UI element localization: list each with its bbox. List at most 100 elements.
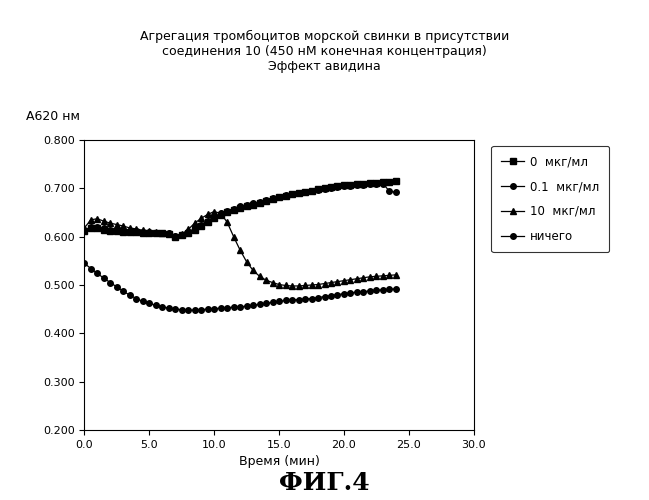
0.1  мкг/мл (282, 192, 289, 198)
0.1  мкг/мл (347, 183, 354, 189)
10  мкг/мл (139, 228, 147, 234)
0  мкг/мл (210, 216, 218, 222)
Legend: 0  мкг/мл, 0.1  мкг/мл, 10  мкг/мл, ничего: 0 мкг/мл, 0.1 мкг/мл, 10 мкг/мл, ничего (491, 146, 609, 252)
ничего (191, 307, 199, 313)
0  мкг/мл (93, 225, 101, 231)
0  мкг/мл (178, 232, 186, 238)
10  мкг/мл (106, 220, 114, 226)
ничего (321, 294, 328, 300)
10  мкг/мл (100, 218, 108, 224)
10  мкг/мл (308, 282, 315, 288)
0  мкг/мл (275, 194, 283, 200)
10  мкг/мл (373, 274, 380, 280)
ничего (152, 302, 160, 308)
10  мкг/мл (210, 208, 218, 214)
ничего (139, 298, 147, 304)
10  мкг/мл (132, 226, 140, 232)
ничего (210, 306, 218, 312)
0  мкг/мл (392, 178, 400, 184)
0  мкг/мл (106, 228, 114, 234)
0.1  мкг/мл (262, 198, 270, 203)
0.1  мкг/мл (373, 181, 380, 187)
ничего (360, 289, 367, 295)
10  мкг/мл (236, 247, 244, 253)
ничего (308, 296, 315, 302)
0.1  мкг/мл (366, 182, 374, 188)
10  мкг/мл (93, 216, 101, 222)
0  мкг/мл (295, 190, 302, 196)
10  мкг/мл (314, 282, 322, 288)
10  мкг/мл (262, 277, 270, 283)
0  мкг/мл (340, 182, 348, 188)
0.1  мкг/мл (334, 184, 341, 190)
0.1  мкг/мл (139, 229, 147, 235)
ничего (80, 260, 88, 266)
10  мкг/мл (158, 230, 166, 236)
0  мкг/мл (386, 178, 393, 184)
0  мкг/мл (230, 207, 238, 213)
10  мкг/мл (184, 226, 192, 232)
Line: 0.1  мкг/мл: 0.1 мкг/мл (82, 180, 398, 239)
10  мкг/мл (249, 268, 257, 274)
10  мкг/мл (366, 274, 374, 280)
0  мкг/мл (334, 184, 341, 190)
0  мкг/мл (353, 182, 361, 188)
ничего (93, 270, 101, 276)
10  мкг/мл (360, 275, 367, 281)
0  мкг/мл (366, 180, 374, 186)
10  мкг/мл (113, 222, 121, 228)
0.1  мкг/мл (301, 188, 309, 194)
ничего (126, 292, 134, 298)
ничего (288, 297, 296, 303)
ничего (392, 286, 400, 292)
0.1  мкг/мл (295, 190, 302, 196)
ничего (262, 300, 270, 306)
10  мкг/мл (392, 272, 400, 278)
Text: Агрегация тромбоцитов морской свинки в присутствии
соединения 10 (450 нМ конечна: Агрегация тромбоцитов морской свинки в п… (140, 30, 509, 73)
0.1  мкг/мл (269, 196, 276, 202)
ничего (184, 307, 192, 313)
0.1  мкг/мл (132, 228, 140, 234)
0  мкг/мл (223, 210, 231, 216)
ничего (223, 304, 231, 310)
ничего (236, 304, 244, 310)
10  мкг/мл (191, 220, 199, 226)
0  мкг/мл (217, 212, 225, 218)
ничего (379, 287, 387, 293)
0.1  мкг/мл (178, 232, 186, 237)
Line: 10  мкг/мл: 10 мкг/мл (82, 209, 398, 288)
0  мкг/мл (152, 230, 160, 236)
0  мкг/мл (236, 204, 244, 210)
0  мкг/мл (379, 179, 387, 185)
ничего (327, 292, 335, 298)
0.1  мкг/мл (379, 180, 387, 186)
ничего (295, 296, 302, 302)
0  мкг/мл (113, 228, 121, 234)
0  мкг/мл (321, 186, 328, 192)
10  мкг/мл (282, 282, 289, 288)
0.1  мкг/мл (210, 214, 218, 220)
10  мкг/мл (340, 278, 348, 283)
0.1  мкг/мл (171, 233, 179, 239)
ничего (119, 288, 127, 294)
0  мкг/мл (301, 188, 309, 194)
ничего (386, 286, 393, 292)
10  мкг/мл (256, 274, 263, 280)
0  мкг/мл (139, 230, 147, 236)
ничего (106, 280, 114, 285)
0.1  мкг/мл (288, 190, 296, 196)
10  мкг/мл (80, 225, 88, 231)
ничего (353, 289, 361, 295)
0  мкг/мл (204, 219, 212, 225)
ничего (100, 275, 108, 281)
0  мкг/мл (249, 202, 257, 208)
0.1  мкг/мл (191, 226, 199, 232)
ничего (256, 302, 263, 308)
10  мкг/мл (126, 225, 134, 231)
ничего (178, 306, 186, 312)
0.1  мкг/мл (392, 189, 400, 195)
0.1  мкг/мл (197, 222, 205, 228)
Text: ФИГ.4: ФИГ.4 (279, 471, 370, 495)
0.1  мкг/мл (119, 228, 127, 234)
10  мкг/мл (327, 280, 335, 285)
